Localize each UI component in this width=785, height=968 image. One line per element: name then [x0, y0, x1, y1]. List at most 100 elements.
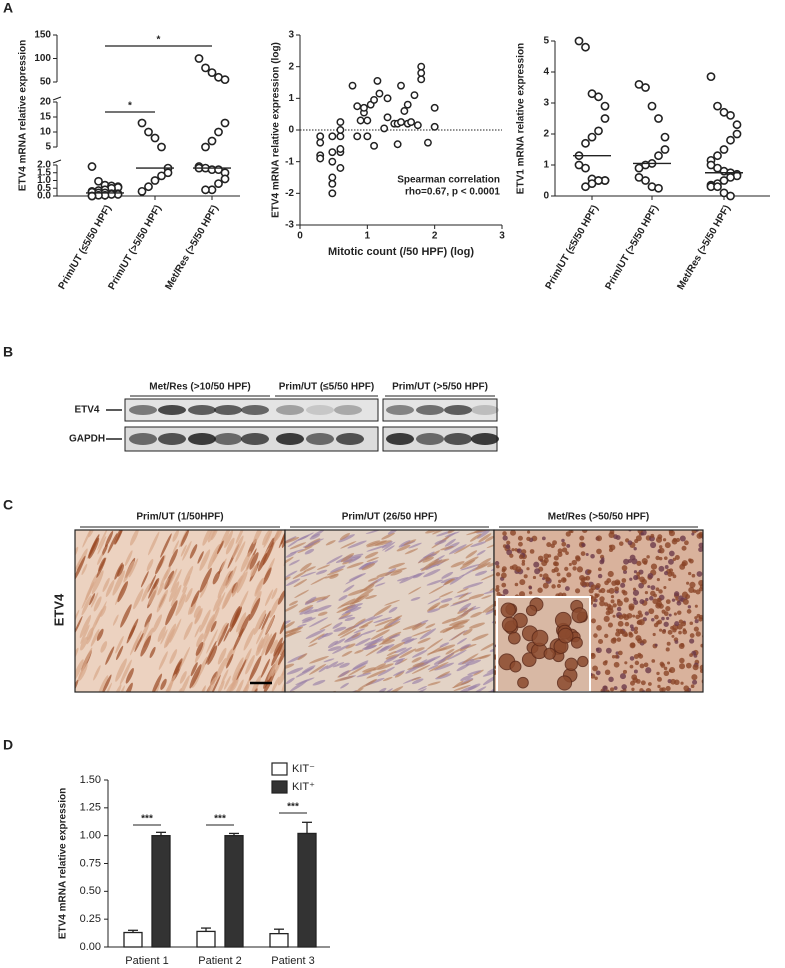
tissue-nucleus [678, 630, 682, 635]
tissue-nucleus [667, 661, 671, 665]
data-point [706, 72, 716, 82]
tissue-fiber [372, 663, 387, 671]
tissue-fiber [329, 574, 339, 579]
tissue-fiber [100, 641, 108, 653]
tissue-nucleus [677, 610, 682, 615]
blot-band [188, 405, 216, 415]
tissue-nucleus [608, 544, 613, 549]
tissue-fiber [334, 638, 346, 646]
tissue-nucleus [686, 581, 690, 585]
tissue-fiber [262, 567, 272, 585]
x-tick-label: Patient 3 [271, 955, 314, 967]
tissue-fiber [331, 694, 347, 702]
tissue-fiber [82, 530, 92, 548]
tissue-fiber [302, 543, 315, 548]
tissue-nucleus [656, 676, 662, 682]
tissue-fiber [146, 558, 154, 572]
tissue-nucleus [611, 655, 616, 659]
tissue-fiber [381, 532, 395, 540]
tissue-nucleus [590, 553, 595, 559]
tissue-fiber [438, 591, 454, 598]
inset-nucleus [501, 616, 518, 633]
blot-band [158, 405, 186, 415]
tissue-fiber [211, 530, 219, 541]
bar [151, 835, 171, 948]
tissue-fiber [301, 616, 313, 622]
tissue-fiber [156, 589, 168, 613]
tissue-nucleus [689, 621, 694, 626]
tissue-nucleus [601, 694, 606, 699]
tissue-nucleus [521, 559, 526, 563]
tissue-nucleus [656, 671, 660, 676]
tissue-nucleus [698, 542, 703, 548]
data-point [375, 89, 384, 98]
tissue-fiber [124, 550, 133, 566]
tissue-nucleus [693, 626, 699, 632]
tissue-fiber [394, 658, 404, 666]
tissue-nucleus [670, 678, 676, 685]
tissue-nucleus [623, 597, 629, 603]
tissue-nucleus [587, 570, 591, 574]
tissue-nucleus [673, 612, 677, 616]
tissue-fiber [376, 571, 393, 578]
tissue-fiber [453, 543, 474, 555]
tissue-nucleus [679, 663, 686, 670]
tissue-fiber [129, 630, 142, 656]
tissue-fiber [226, 648, 233, 661]
tissue-nucleus [585, 575, 591, 581]
tissue-fiber [484, 535, 494, 542]
tissue-fiber [97, 535, 107, 555]
tissue-fiber [478, 533, 492, 543]
tissue-fiber [105, 646, 115, 665]
tissue-nucleus [633, 669, 638, 674]
tissue-nucleus [615, 535, 621, 541]
data-point [660, 132, 670, 142]
bar [224, 835, 244, 948]
tissue-fiber [196, 633, 204, 647]
tissue-fiber [444, 538, 456, 547]
tissue-nucleus [596, 625, 602, 631]
data-point [430, 103, 439, 112]
tissue-nucleus [519, 579, 526, 586]
tissue-fiber [114, 562, 123, 580]
tissue-nucleus [605, 694, 610, 699]
panel-label: C [3, 497, 13, 513]
tissue-nucleus [502, 535, 508, 541]
data-point [336, 164, 345, 172]
tissue-nucleus [636, 571, 641, 576]
tissue-nucleus [581, 530, 588, 533]
tissue-nucleus [553, 555, 559, 561]
inset-nucleus [557, 627, 574, 644]
tissue-fiber [279, 612, 285, 635]
tissue-nucleus [704, 627, 709, 632]
column-label: Prim/UT (26/50 HPF) [342, 512, 438, 523]
tissue-fiber [255, 644, 262, 656]
tissue-nucleus [566, 543, 571, 548]
tissue-nucleus [514, 582, 519, 587]
y-tick-label: 1.25 [80, 802, 101, 814]
tissue-fiber [444, 531, 460, 537]
tissue-nucleus [596, 535, 603, 542]
data-point [594, 92, 603, 102]
tissue-nucleus [607, 570, 614, 578]
tissue-fiber [178, 586, 188, 605]
tissue-fiber [319, 623, 333, 631]
tissue-fiber [440, 598, 453, 603]
blot-band [158, 433, 186, 445]
tissue-fiber [396, 577, 409, 582]
tissue-nucleus [633, 547, 637, 551]
tissue-fiber [271, 587, 278, 600]
tissue-nucleus [590, 596, 597, 602]
tissue-fiber [191, 590, 200, 608]
tissue-fiber [482, 669, 494, 677]
tissue-nucleus [556, 583, 561, 589]
tissue-fiber [285, 537, 300, 544]
tissue-nucleus [584, 582, 590, 587]
tissue-nucleus [676, 600, 682, 606]
tissue-fiber [334, 675, 354, 682]
tissue-nucleus [653, 593, 657, 598]
y-tick-label: 5 [45, 142, 51, 153]
tissue-fiber [82, 647, 93, 669]
tissue-nucleus [597, 695, 601, 699]
tissue-nucleus [529, 549, 535, 554]
